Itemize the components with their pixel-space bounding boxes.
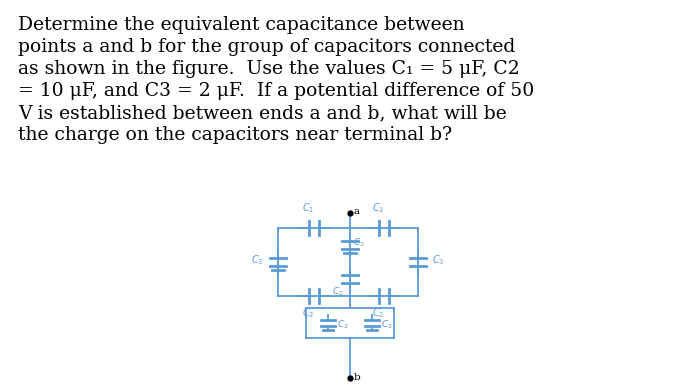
Text: $C_2$: $C_2$: [302, 306, 314, 320]
Text: points a and b for the group of capacitors connected: points a and b for the group of capacito…: [18, 38, 515, 56]
Text: = 10 μF, and C3 = 2 μF.  If a potential difference of 50: = 10 μF, and C3 = 2 μF. If a potential d…: [18, 82, 534, 100]
Text: $C_3$: $C_3$: [432, 253, 444, 267]
Text: as shown in the figure.  Use the values C₁ = 5 μF, C2: as shown in the figure. Use the values C…: [18, 60, 519, 78]
Text: $C_1$: $C_1$: [302, 201, 314, 215]
Text: $C_3$: $C_3$: [251, 253, 264, 267]
Text: $C_2$: $C_2$: [332, 285, 344, 298]
Text: a: a: [354, 208, 360, 217]
Text: V is established between ends a and b, what will be: V is established between ends a and b, w…: [18, 104, 507, 122]
Text: $C_2$: $C_2$: [372, 306, 384, 320]
Text: $C_1$: $C_1$: [372, 201, 384, 215]
Text: Determine the equivalent capacitance between: Determine the equivalent capacitance bet…: [18, 16, 465, 34]
Text: b: b: [354, 373, 360, 382]
Text: $C_2$: $C_2$: [381, 319, 393, 331]
Text: the charge on the capacitors near terminal b?: the charge on the capacitors near termin…: [18, 126, 452, 144]
Text: $C_3$: $C_3$: [353, 237, 365, 249]
Text: $C_2$: $C_2$: [337, 319, 349, 331]
